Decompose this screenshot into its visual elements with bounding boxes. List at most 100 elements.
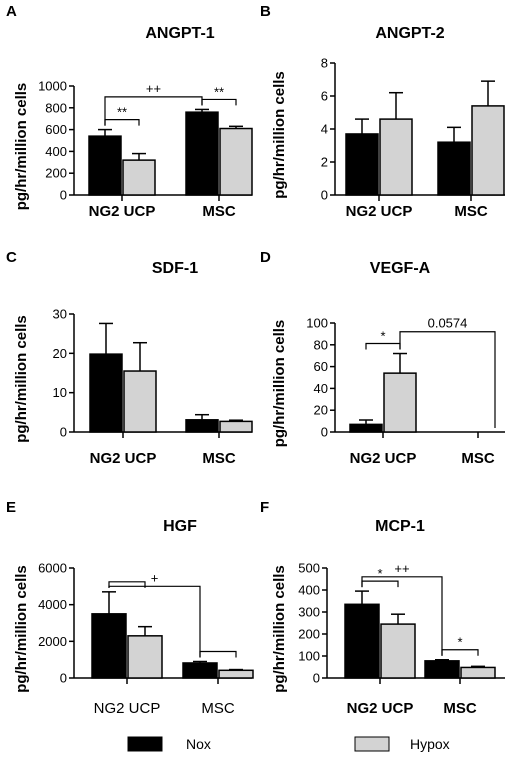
panel-a: A ANGPT-1 pg/hr/million cells 0 200 400 600 800… xyxy=(6,3,253,220)
y-tick-label: 60 xyxy=(314,359,328,374)
legend-label-hypox: Hypox xyxy=(410,736,450,752)
y-tick-label: 300 xyxy=(298,605,320,620)
y-axis-label: pg/hr/million cells xyxy=(271,71,288,199)
x-category-label: NG2 UCP xyxy=(90,450,157,467)
x-category-label: NG2 UCP xyxy=(346,203,413,220)
y-tick-label: 400 xyxy=(45,144,67,159)
significance-label: * xyxy=(457,635,462,650)
y-tick-label: 2000 xyxy=(38,634,67,649)
x-category-label: MSC xyxy=(443,700,477,717)
comparison-label: ++ xyxy=(146,81,161,96)
bar-nox xyxy=(345,133,379,196)
y-tick-label: 20 xyxy=(53,346,67,361)
legend: Nox Hypox xyxy=(127,736,450,752)
x-category-label: MSC xyxy=(201,700,235,717)
y-tick-label: 100 xyxy=(298,649,320,664)
y-tick-label: 6 xyxy=(321,89,328,104)
x-category-label: MSC xyxy=(202,203,236,220)
significance-label: ** xyxy=(214,84,224,99)
y-tick-label: 4000 xyxy=(38,597,67,612)
chart-title: SDF-1 xyxy=(152,260,198,277)
bar-nox xyxy=(185,419,219,433)
bar-hypox xyxy=(460,666,496,679)
bar-nox xyxy=(349,423,383,433)
bar-nox xyxy=(185,111,219,196)
chart-title: ANGPT-1 xyxy=(145,25,214,42)
bar-nox xyxy=(91,613,127,679)
y-axis-label: pg/hr/million cells xyxy=(13,83,30,211)
panel-letter: E xyxy=(6,499,16,516)
x-category-label: NG2 UCP xyxy=(347,700,414,717)
significance-label: * xyxy=(380,329,385,344)
x-category-label: NG2 UCP xyxy=(89,203,156,220)
y-tick-label: 4 xyxy=(321,122,328,137)
y-tick-label: 20 xyxy=(314,403,328,418)
legend-label-nox: Nox xyxy=(186,736,211,752)
significance-bracket xyxy=(365,342,401,350)
y-tick-label: 100 xyxy=(306,316,328,331)
bar-hypox xyxy=(380,623,416,679)
chart-title: MCP-1 xyxy=(375,518,425,535)
y-tick-label: 0 xyxy=(321,425,328,440)
significance-bracket xyxy=(441,649,479,656)
significance-bracket xyxy=(201,98,237,106)
significance-bracket xyxy=(108,581,146,588)
x-category-label: MSC xyxy=(461,450,495,467)
bar-hypox xyxy=(471,105,505,196)
chart-title: ANGPT-2 xyxy=(375,25,444,42)
y-tick-label: 2 xyxy=(321,155,328,170)
x-category-label: NG2 UCP xyxy=(94,700,161,717)
comparison-bracket xyxy=(361,576,443,656)
x-category-label: MSC xyxy=(454,203,488,220)
y-tick-label: 6000 xyxy=(38,561,67,576)
bar-nox xyxy=(437,141,471,196)
bar-nox xyxy=(89,353,123,433)
significance-bracket xyxy=(199,650,237,658)
panel-f: F MCP-1 pg/hr/million cells 0 100 200 300 400 50… xyxy=(260,499,505,717)
chart-title: VEGF-A xyxy=(370,260,431,277)
panel-d: D VEGF-A pg/hr/million cells 0 20 40 60 80 100 NG… xyxy=(260,249,505,467)
bar-nox xyxy=(88,135,122,196)
bar-hypox xyxy=(127,635,163,679)
panel-letter: A xyxy=(6,3,17,20)
y-tick-label: 30 xyxy=(53,307,67,322)
panel-letter: C xyxy=(6,249,17,266)
chart-title: HGF xyxy=(163,518,197,535)
bar-nox xyxy=(182,662,218,679)
y-axis-label: pg/hr/million cells xyxy=(271,565,288,693)
significance-label: ** xyxy=(117,105,127,120)
comparison-bracket xyxy=(104,96,203,126)
bar-hypox xyxy=(218,669,254,679)
legend-swatch-nox xyxy=(127,736,163,752)
y-tick-label: 40 xyxy=(314,381,328,396)
bar-hypox xyxy=(122,159,156,196)
bar-nox xyxy=(344,603,380,679)
bar-hypox xyxy=(219,127,253,196)
y-axis-label: pg/hr/million cells xyxy=(271,320,288,448)
panel-b: B ANGPT-2 pg/hr/million cells 0 2 4 6 8 NG2 UCP M… xyxy=(260,3,505,220)
bar-hypox xyxy=(383,372,417,433)
y-tick-label: 200 xyxy=(45,166,67,181)
panel-e: E HGF pg/hr/million cells 0 2000 4000 6000 NG2 … xyxy=(6,499,254,717)
y-tick-label: 10 xyxy=(53,385,67,400)
y-tick-label: 1000 xyxy=(38,79,67,94)
comparison-label: 0.0574 xyxy=(428,316,468,331)
comparison-label: ++ xyxy=(394,561,409,576)
comparison-label: + xyxy=(151,570,159,585)
panel-letter: B xyxy=(260,3,271,20)
y-tick-label: 0 xyxy=(60,425,67,440)
panel-c: C SDF-1 pg/hr/million cells 0 10 20 30 NG2 UCP M… xyxy=(6,249,253,467)
legend-swatch-hypox xyxy=(354,736,390,752)
bar-nox xyxy=(424,660,460,679)
significance-bracket xyxy=(361,580,399,588)
y-tick-label: 0 xyxy=(321,188,328,203)
y-tick-label: 500 xyxy=(298,561,320,576)
comparison-bracket xyxy=(399,331,496,428)
y-tick-label: 0 xyxy=(60,188,67,203)
y-axis-label: pg/hr/million cells xyxy=(13,315,30,443)
significance-bracket xyxy=(104,118,140,126)
y-tick-label: 200 xyxy=(298,627,320,642)
comparison-bracket xyxy=(108,585,201,658)
